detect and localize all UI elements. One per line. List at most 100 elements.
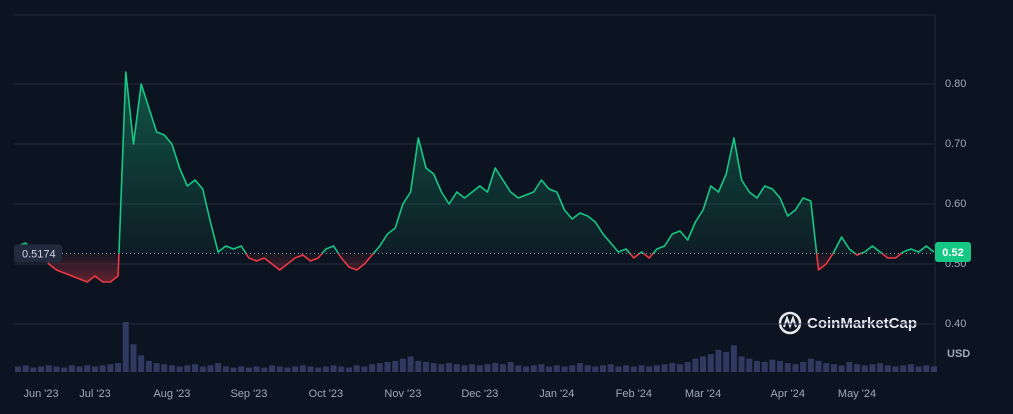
volume-bar: [22, 365, 29, 372]
volume-bar: [507, 362, 514, 372]
x-tick-label: Apr '24: [770, 388, 805, 400]
volume-bar: [561, 366, 568, 372]
volume-bar: [646, 366, 653, 372]
volume-bar: [184, 365, 191, 372]
volume-bar: [607, 364, 614, 372]
volume-bar: [761, 362, 768, 372]
volume-bar: [807, 358, 814, 372]
volume-bar: [692, 358, 699, 372]
volume-bar: [869, 364, 876, 372]
volume-bar: [38, 366, 45, 372]
volume-bar: [353, 365, 360, 372]
volume-bar: [392, 360, 399, 372]
volume-bar: [499, 364, 506, 372]
volume-bar: [600, 365, 607, 372]
y-tick-label: 0.60: [945, 198, 966, 210]
volume-bar: [161, 364, 168, 372]
volume-bar: [484, 364, 491, 372]
price-badge-label: 0.52: [942, 247, 963, 259]
volume-bar: [222, 366, 229, 372]
volume-bar: [30, 367, 37, 372]
volume-bar: [615, 366, 622, 372]
volume-bar: [854, 364, 861, 372]
price-badge: [935, 242, 971, 262]
volume-bar: [53, 366, 60, 372]
volume-bar: [284, 367, 291, 372]
volume-bar: [415, 360, 422, 372]
volume-bar: [838, 365, 845, 372]
volume-bar: [261, 367, 268, 372]
volume-bar: [199, 366, 206, 372]
volume-bar: [338, 366, 345, 372]
volume-bar: [107, 364, 114, 372]
x-tick-label: Mar '24: [685, 388, 721, 400]
x-tick-label: Jan '24: [539, 388, 574, 400]
x-tick-label: Dec '23: [461, 388, 498, 400]
volume-bar: [630, 366, 637, 372]
volume-bar: [446, 363, 453, 372]
volume-bar: [746, 358, 753, 372]
volume-bar: [176, 366, 183, 372]
volume-bar: [830, 364, 837, 372]
volume-bar: [245, 367, 252, 372]
volume-bar: [815, 360, 822, 372]
volume-bar: [145, 360, 152, 372]
volume-bar: [553, 365, 560, 372]
volume-bar: [407, 356, 414, 372]
baseline-badge: [14, 244, 62, 263]
volume-bar: [900, 365, 907, 372]
volume-bar: [345, 367, 352, 372]
volume-bar: [299, 365, 306, 372]
volume-bar: [784, 363, 791, 372]
volume-bar: [769, 359, 776, 372]
volume-bar: [384, 362, 391, 372]
volume-bar: [592, 366, 599, 372]
volume-bar: [700, 356, 707, 372]
currency-label: USD: [947, 348, 970, 360]
x-tick-label: Aug '23: [153, 388, 190, 400]
x-tick-label: Oct '23: [309, 388, 344, 400]
volume-bar: [915, 366, 922, 372]
watermark-text: CoinMarketCap: [807, 315, 917, 332]
volume-bar: [730, 345, 737, 372]
volume-bar: [676, 364, 683, 372]
volume-bar: [192, 364, 199, 372]
price-line: [17, 71, 935, 283]
volume-bar: [715, 349, 722, 372]
volume-bar: [168, 365, 175, 372]
volume-bar: [461, 365, 468, 372]
x-tick-label: Nov '23: [384, 388, 421, 400]
volume-bar: [538, 364, 545, 372]
volume-bar: [153, 363, 160, 372]
volume-bar: [99, 365, 106, 372]
y-tick-label: 0.80: [945, 78, 966, 90]
volume-bar: [322, 366, 329, 372]
volume-bar: [238, 366, 245, 372]
volume-bar: [430, 363, 437, 372]
x-tick-label: Jun '23: [24, 388, 59, 400]
y-tick-label: 0.40: [945, 318, 966, 330]
volume-bar: [892, 366, 899, 372]
volume-bar: [723, 352, 730, 372]
volume-bar: [369, 364, 376, 372]
x-tick-label: May '24: [838, 388, 876, 400]
volume-bar: [215, 363, 222, 372]
volume-bar: [91, 366, 98, 372]
volume-bar: [276, 366, 283, 372]
volume-bar: [476, 365, 483, 372]
volume-bar: [907, 364, 914, 372]
volume-bar: [669, 363, 676, 372]
volume-bar: [330, 365, 337, 372]
volume-bar: [792, 364, 799, 372]
volume-bar: [422, 362, 429, 372]
volume-bar: [84, 365, 91, 372]
volume-bar: [361, 366, 368, 372]
volume-bar: [638, 365, 645, 372]
volume-bar: [207, 365, 214, 372]
volume-bar: [253, 366, 260, 372]
volume-bar: [269, 365, 276, 372]
volume-bar: [661, 364, 668, 372]
volume-bar: [45, 365, 52, 372]
volume-bar: [115, 363, 122, 372]
